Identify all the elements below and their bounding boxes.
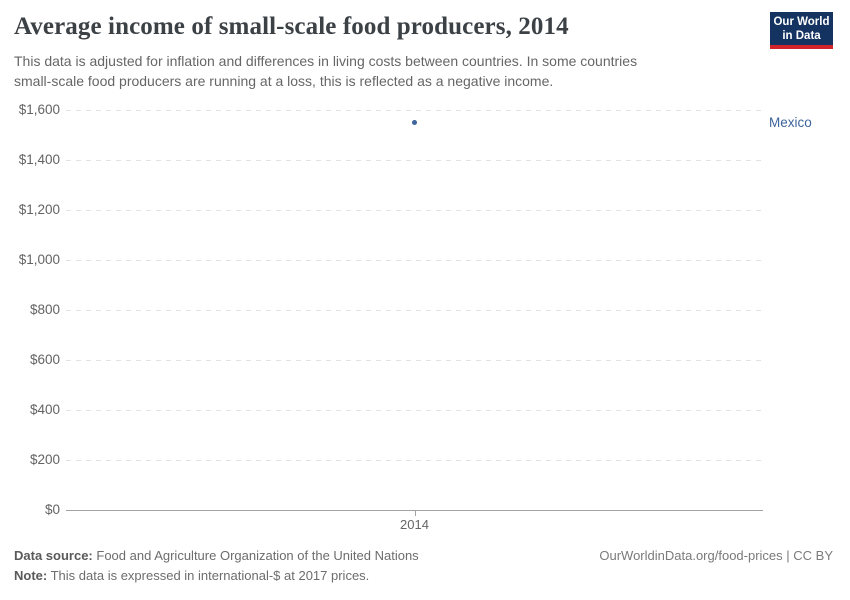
owid-logo-line2: in Data <box>782 29 821 42</box>
chart-title: Average income of small-scale food produ… <box>14 13 569 40</box>
data-source-text: Food and Agriculture Organization of the… <box>96 548 419 563</box>
plot-area: $0 $200 $400 $600 $800 $1,000 $1,200 $1,400 $1,6… <box>19 102 812 532</box>
y-tick-label: $1,600 <box>18 102 60 117</box>
y-gridline <box>66 110 763 111</box>
owid-logo: Our World in Data <box>770 12 833 49</box>
entity-label: Mexico <box>769 114 812 130</box>
y-gridline <box>66 360 763 361</box>
data-source-line: Data source: Food and Agriculture Organi… <box>14 546 833 566</box>
y-gridline <box>66 260 763 261</box>
y-gridline <box>66 210 763 211</box>
x-tick-mark <box>414 510 416 516</box>
attribution: OurWorldinData.org/food-prices | CC BY <box>599 548 833 563</box>
footer-left: Data source: Food and Agriculture Organi… <box>14 546 833 586</box>
note-line: Note: This data is expressed in internat… <box>14 566 833 586</box>
y-gridline <box>66 310 763 311</box>
y-tick-label: $200 <box>29 452 60 467</box>
chart-subtitle: This data is adjusted for inflation and … <box>14 52 637 91</box>
chart-subtitle-line1: This data is adjusted for inflation and … <box>14 53 638 69</box>
y-tick-label: $400 <box>29 402 60 417</box>
y-tick-label: $1,200 <box>18 202 60 217</box>
x-tick-label: 2014 <box>400 517 429 532</box>
y-gridline <box>66 160 763 161</box>
data-source-label: Data source: <box>14 548 93 563</box>
chart-footer: Data source: Food and Agriculture Organi… <box>14 546 833 586</box>
chart-subtitle-line2: small-scale food producers are running a… <box>14 72 554 89</box>
y-tick-label: $0 <box>44 502 60 517</box>
y-tick-label: $800 <box>29 302 60 317</box>
y-gridline <box>66 460 763 461</box>
y-tick-label: $1,000 <box>18 252 60 267</box>
note-label: Note: <box>14 568 48 583</box>
y-tick-label: $600 <box>29 352 60 367</box>
owid-logo-line1: Our World <box>773 15 830 28</box>
data-point-mexico <box>412 120 417 125</box>
y-tick-label: $1,400 <box>18 152 60 167</box>
y-gridline <box>66 410 763 411</box>
note-text: This data is expressed in international-… <box>50 568 370 583</box>
